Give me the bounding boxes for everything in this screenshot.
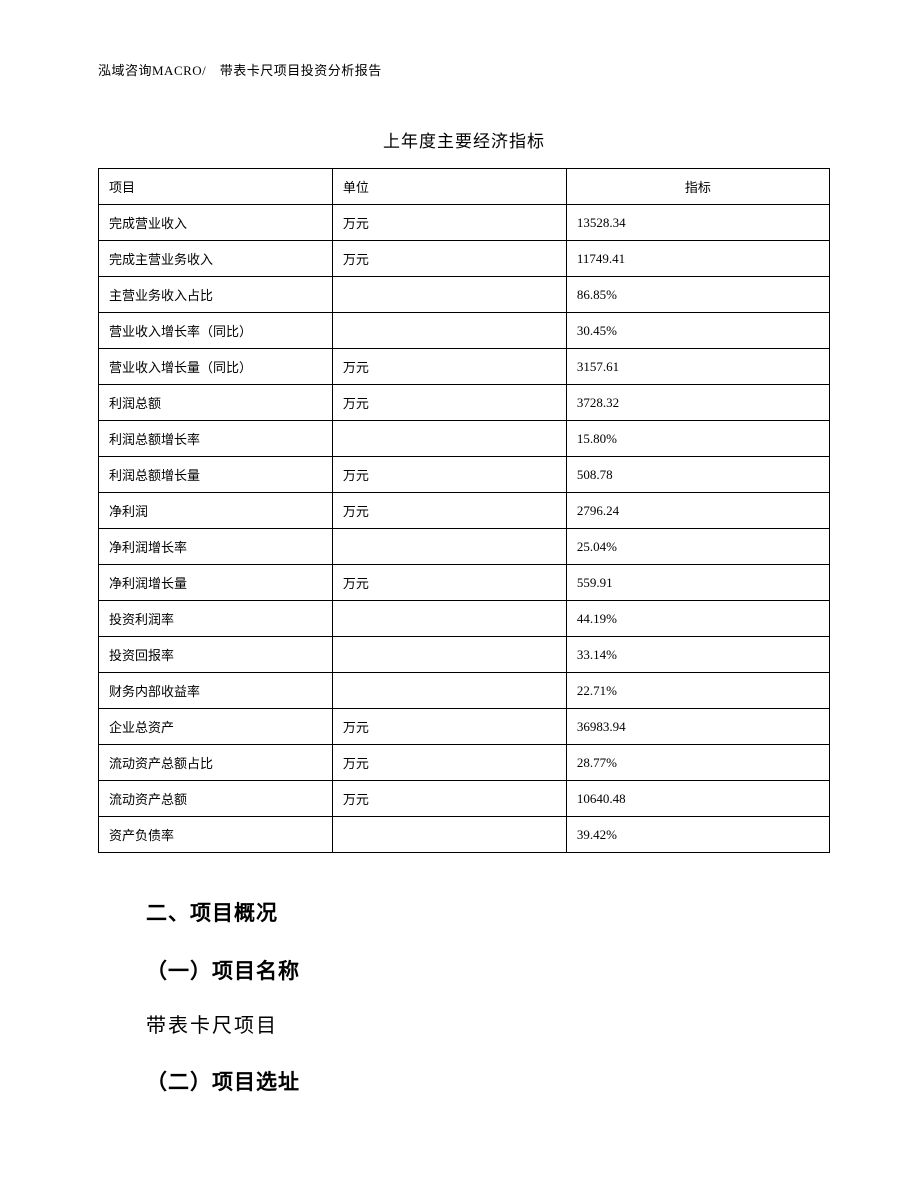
page-header: 泓域咨询MACRO/ 带表卡尺项目投资分析报告 — [98, 60, 830, 79]
cell-unit — [332, 817, 566, 853]
cell-value: 86.85% — [566, 277, 829, 313]
table-header-row: 项目 单位 指标 — [99, 169, 830, 205]
cell-unit — [332, 637, 566, 673]
table-row: 完成营业收入万元13528.34 — [99, 205, 830, 241]
cell-item: 流动资产总额 — [99, 781, 333, 817]
table-row: 财务内部收益率 22.71% — [99, 673, 830, 709]
table-row: 流动资产总额万元10640.48 — [99, 781, 830, 817]
cell-value: 559.91 — [566, 565, 829, 601]
table-row: 企业总资产万元36983.94 — [99, 709, 830, 745]
table-row: 营业收入增长率（同比） 30.45% — [99, 313, 830, 349]
col-header-value: 指标 — [566, 169, 829, 205]
subsection-1-title: （一）项目名称 — [146, 955, 830, 985]
cell-item: 企业总资产 — [99, 709, 333, 745]
cell-unit: 万元 — [332, 709, 566, 745]
cell-value: 28.77% — [566, 745, 829, 781]
cell-value: 15.80% — [566, 421, 829, 457]
table-row: 利润总额增长率 15.80% — [99, 421, 830, 457]
cell-unit: 万元 — [332, 205, 566, 241]
col-header-item: 项目 — [99, 169, 333, 205]
cell-unit: 万元 — [332, 241, 566, 277]
cell-unit — [332, 529, 566, 565]
cell-value: 22.71% — [566, 673, 829, 709]
table-row: 利润总额万元3728.32 — [99, 385, 830, 421]
cell-item: 完成主营业务收入 — [99, 241, 333, 277]
cell-item: 资产负债率 — [99, 817, 333, 853]
table-row: 完成主营业务收入万元11749.41 — [99, 241, 830, 277]
cell-item: 利润总额增长率 — [99, 421, 333, 457]
cell-unit: 万元 — [332, 385, 566, 421]
cell-value: 508.78 — [566, 457, 829, 493]
cell-item: 投资回报率 — [99, 637, 333, 673]
cell-unit: 万元 — [332, 457, 566, 493]
table-row: 资产负债率 39.42% — [99, 817, 830, 853]
cell-item: 利润总额增长量 — [99, 457, 333, 493]
cell-item: 流动资产总额占比 — [99, 745, 333, 781]
cell-item: 营业收入增长率（同比） — [99, 313, 333, 349]
cell-item: 投资利润率 — [99, 601, 333, 637]
table-row: 流动资产总额占比万元28.77% — [99, 745, 830, 781]
cell-item: 主营业务收入占比 — [99, 277, 333, 313]
cell-value: 25.04% — [566, 529, 829, 565]
table-row: 净利润万元2796.24 — [99, 493, 830, 529]
cell-value: 39.42% — [566, 817, 829, 853]
cell-unit: 万元 — [332, 565, 566, 601]
cell-unit — [332, 277, 566, 313]
cell-item: 利润总额 — [99, 385, 333, 421]
cell-unit — [332, 421, 566, 457]
cell-value: 33.14% — [566, 637, 829, 673]
table-row: 净利润增长量万元559.91 — [99, 565, 830, 601]
cell-unit: 万元 — [332, 349, 566, 385]
cell-value: 36983.94 — [566, 709, 829, 745]
subsection-2-title: （二）项目选址 — [146, 1066, 830, 1096]
table-row: 利润总额增长量万元508.78 — [99, 457, 830, 493]
cell-item: 净利润 — [99, 493, 333, 529]
cell-item: 完成营业收入 — [99, 205, 333, 241]
cell-value: 3728.32 — [566, 385, 829, 421]
cell-unit: 万元 — [332, 493, 566, 529]
col-header-unit: 单位 — [332, 169, 566, 205]
cell-item: 营业收入增长量（同比） — [99, 349, 333, 385]
subsection-1-text: 带表卡尺项目 — [146, 1009, 830, 1038]
cell-value: 13528.34 — [566, 205, 829, 241]
cell-value: 2796.24 — [566, 493, 829, 529]
cell-unit — [332, 673, 566, 709]
cell-unit — [332, 313, 566, 349]
cell-unit — [332, 601, 566, 637]
cell-value: 44.19% — [566, 601, 829, 637]
cell-unit: 万元 — [332, 745, 566, 781]
cell-value: 30.45% — [566, 313, 829, 349]
section-2-title: 二、项目概况 — [146, 897, 830, 927]
table-row: 营业收入增长量（同比）万元3157.61 — [99, 349, 830, 385]
cell-unit: 万元 — [332, 781, 566, 817]
cell-item: 净利润增长量 — [99, 565, 333, 601]
cell-item: 净利润增长率 — [99, 529, 333, 565]
cell-value: 10640.48 — [566, 781, 829, 817]
table-row: 净利润增长率 25.04% — [99, 529, 830, 565]
table-row: 主营业务收入占比 86.85% — [99, 277, 830, 313]
economic-indicators-table: 项目 单位 指标 完成营业收入万元13528.34完成主营业务收入万元11749… — [98, 168, 830, 853]
table-title: 上年度主要经济指标 — [98, 127, 830, 152]
cell-value: 3157.61 — [566, 349, 829, 385]
table-row: 投资利润率 44.19% — [99, 601, 830, 637]
cell-value: 11749.41 — [566, 241, 829, 277]
cell-item: 财务内部收益率 — [99, 673, 333, 709]
table-row: 投资回报率 33.14% — [99, 637, 830, 673]
